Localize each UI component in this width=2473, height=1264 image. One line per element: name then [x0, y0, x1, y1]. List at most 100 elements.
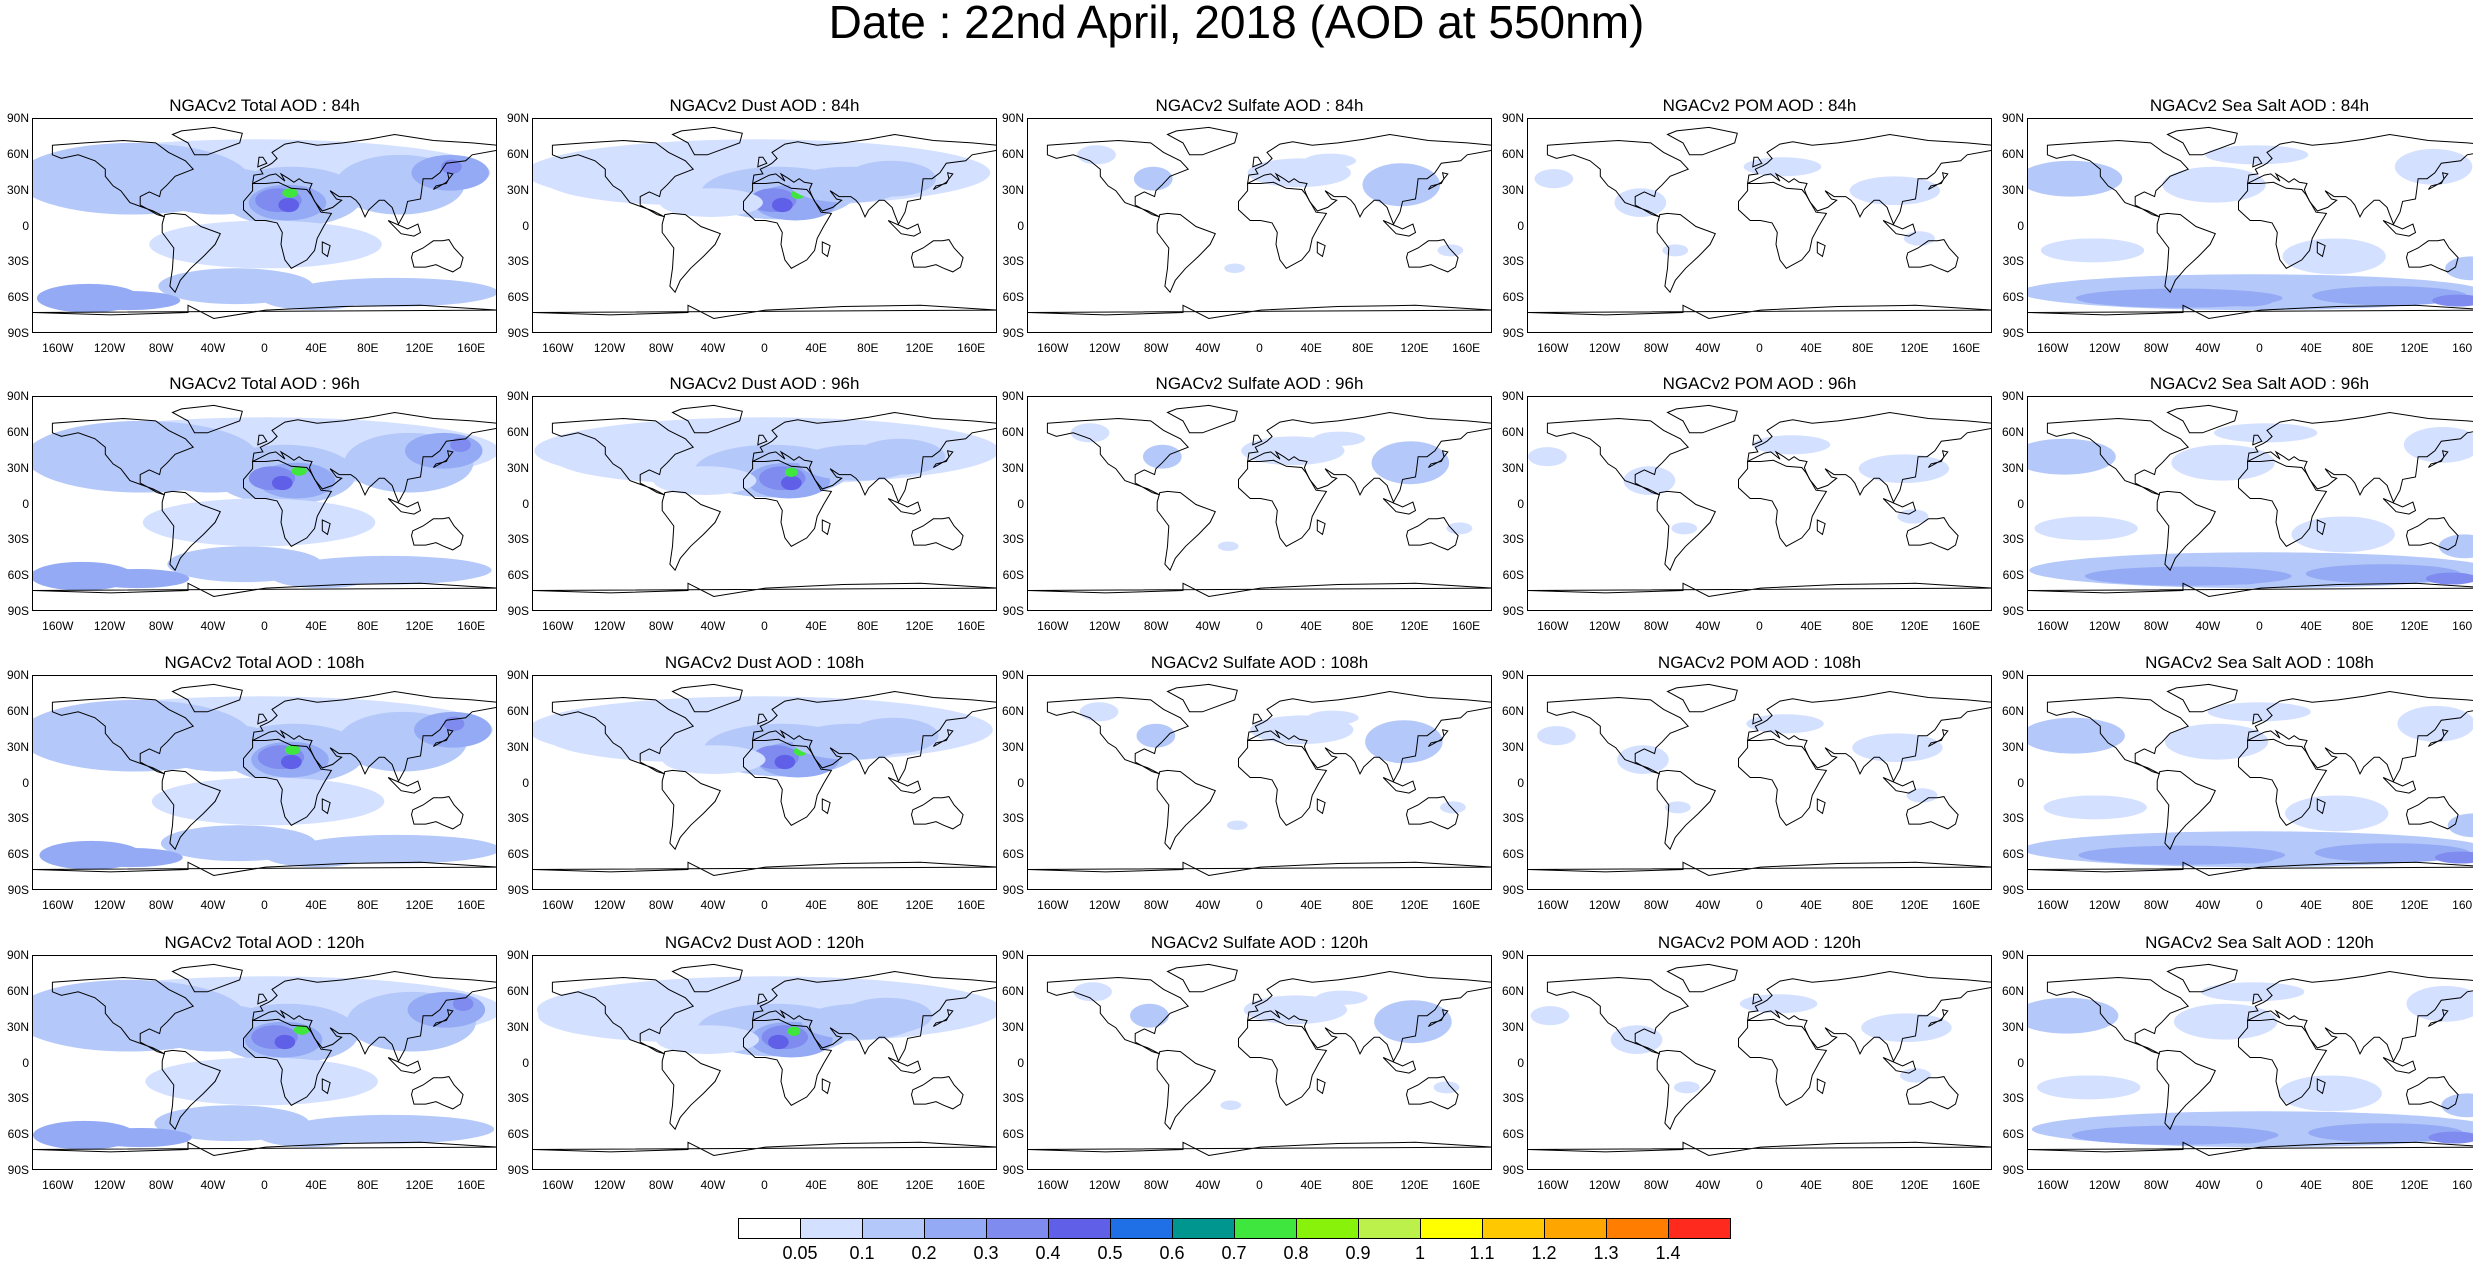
- aod-map: [1528, 963, 1991, 1157]
- coastline: [551, 976, 695, 1055]
- colorbar-tick-label: 0.05: [782, 1243, 818, 1263]
- coastline: [161, 769, 221, 851]
- panel-title: NGACv2 Dust AOD : 96h: [669, 374, 860, 393]
- aod-patch: [293, 1025, 310, 1035]
- map-panel-dust-108h: NGACv2 Dust AOD : 108h 90N 60N 30N 0 30S 60S 90…: [507, 653, 997, 912]
- coastline: [51, 696, 195, 775]
- lon-tick-label: 120W: [2088, 898, 2121, 912]
- lon-tick-label: 80E: [857, 898, 879, 912]
- lon-tick-label: 120E: [2400, 898, 2429, 912]
- coastline: [1316, 241, 1326, 258]
- coastline: [1666, 126, 1738, 156]
- coastlines: [1528, 963, 1991, 1157]
- panel-title: NGACv2 Sulfate AOD : 96h: [1155, 374, 1364, 393]
- lat-tick-label: 90S: [1002, 883, 1024, 897]
- aod-patch: [2028, 717, 2125, 754]
- lat-tick-label: 30S: [507, 254, 529, 269]
- lat-tick-label: 90N: [1001, 948, 1024, 962]
- panel-title: NGACv2 Sea Salt AOD : 120h: [2145, 933, 2374, 952]
- coastline: [887, 1057, 922, 1074]
- coastline: [910, 1076, 964, 1110]
- aod-patch: [781, 475, 802, 491]
- coastline: [243, 459, 333, 547]
- lon-tick-label: 0: [261, 619, 268, 633]
- lat-tick-label: 90S: [2002, 883, 2024, 897]
- coastline: [2046, 976, 2190, 1055]
- lon-tick-label: 80E: [357, 341, 379, 355]
- coastline: [887, 498, 922, 515]
- coastlines: [33, 126, 496, 320]
- lon-tick-label: 80W: [2143, 619, 2169, 633]
- coastline: [1156, 769, 1216, 851]
- lat-tick-label: 90S: [2002, 1163, 2024, 1177]
- lat-tick-label: 90N: [6, 668, 29, 682]
- lon-tick-label: 40W: [1195, 898, 1221, 912]
- colorbar-swatch: [924, 1218, 987, 1239]
- lat-tick-label: 0: [1017, 1055, 1024, 1070]
- lon-tick-label: 120W: [593, 898, 626, 912]
- lon-tick-label: 80E: [1352, 898, 1374, 912]
- coastline: [2316, 241, 2326, 258]
- lat-tick-label: 90N: [506, 389, 529, 403]
- lon-tick-label: 120E: [1400, 619, 1429, 633]
- coastline: [2316, 519, 2326, 536]
- aod-patch: [2215, 572, 2267, 585]
- lon-tick-label: 80E: [1352, 619, 1374, 633]
- coastline: [1405, 796, 1459, 830]
- aod-patch: [1528, 447, 1567, 467]
- coastline: [1252, 434, 1263, 446]
- lat-tick-label: 0: [22, 1055, 29, 1070]
- coastline: [2028, 582, 2473, 598]
- lon-tick-label: 160E: [457, 619, 486, 633]
- aod-map: [533, 126, 996, 320]
- map-panel-sulfate-96h: NGACv2 Sulfate AOD : 96h 90N 60N 30N 0 30S 60S…: [1002, 374, 1492, 633]
- coastline: [1546, 417, 1690, 496]
- aod-patch: [1861, 1013, 1952, 1042]
- lat-tick-label: 0: [1517, 775, 1524, 790]
- panel-title: NGACv2 Sulfate AOD : 84h: [1155, 96, 1364, 115]
- lon-tick-label: 160W: [42, 1178, 74, 1192]
- coastline: [1046, 139, 1190, 218]
- coastline: [1252, 156, 1263, 168]
- aod-patch: [2173, 1003, 2278, 1040]
- lon-tick-label: 160E: [1452, 341, 1481, 355]
- coastline: [2316, 798, 2326, 815]
- aod-patch: [1316, 990, 1368, 1005]
- map-area: [32, 675, 497, 890]
- coastline: [910, 796, 964, 830]
- aod-field: [533, 696, 993, 778]
- aod-patch: [1903, 231, 1935, 246]
- map-panel-pom-120h: NGACv2 POM AOD : 120h 90N 60N 30N 0 30S 60S 90S…: [1502, 933, 1992, 1192]
- coastline: [743, 738, 833, 826]
- coastline: [2166, 683, 2238, 713]
- coastline: [2238, 738, 2328, 826]
- aod-patch: [257, 1123, 362, 1148]
- coastline: [1382, 777, 1417, 794]
- coastline: [821, 519, 831, 536]
- aod-patch: [1852, 733, 1943, 762]
- coastline: [2405, 239, 2459, 273]
- lon-tick-label: 40E: [1300, 1178, 1322, 1192]
- lon-tick-label: 120E: [1900, 341, 1929, 355]
- map-panel-total-96h: NGACv2 Total AOD : 96h 90N 60N 30N 0 30S 60S 90…: [7, 374, 497, 633]
- aod-patch: [841, 997, 933, 1034]
- coastline: [2028, 861, 2473, 877]
- coastline: [751, 970, 996, 1063]
- lon-tick-label: 80E: [2352, 1178, 2374, 1192]
- lat-tick-label: 0: [2017, 496, 2024, 511]
- aod-map: [1028, 963, 1491, 1157]
- aod-patch: [271, 475, 293, 491]
- map-area: [1527, 396, 1992, 611]
- lon-tick-label: 0: [2256, 1178, 2263, 1192]
- aod-patch: [1446, 522, 1473, 535]
- lat-tick-label: 60N: [1501, 983, 1524, 998]
- lat-tick-label: 60N: [1501, 146, 1524, 161]
- lon-tick-label: 120W: [593, 1178, 626, 1192]
- lat-tick-label: 30S: [7, 1091, 29, 1106]
- lon-tick-label: 120W: [93, 341, 126, 355]
- aod-patch: [79, 848, 183, 868]
- coastline: [1905, 517, 1959, 551]
- lat-tick-label: 60S: [2002, 847, 2024, 862]
- aod-field: [533, 139, 991, 221]
- aod-map: [2028, 404, 2473, 598]
